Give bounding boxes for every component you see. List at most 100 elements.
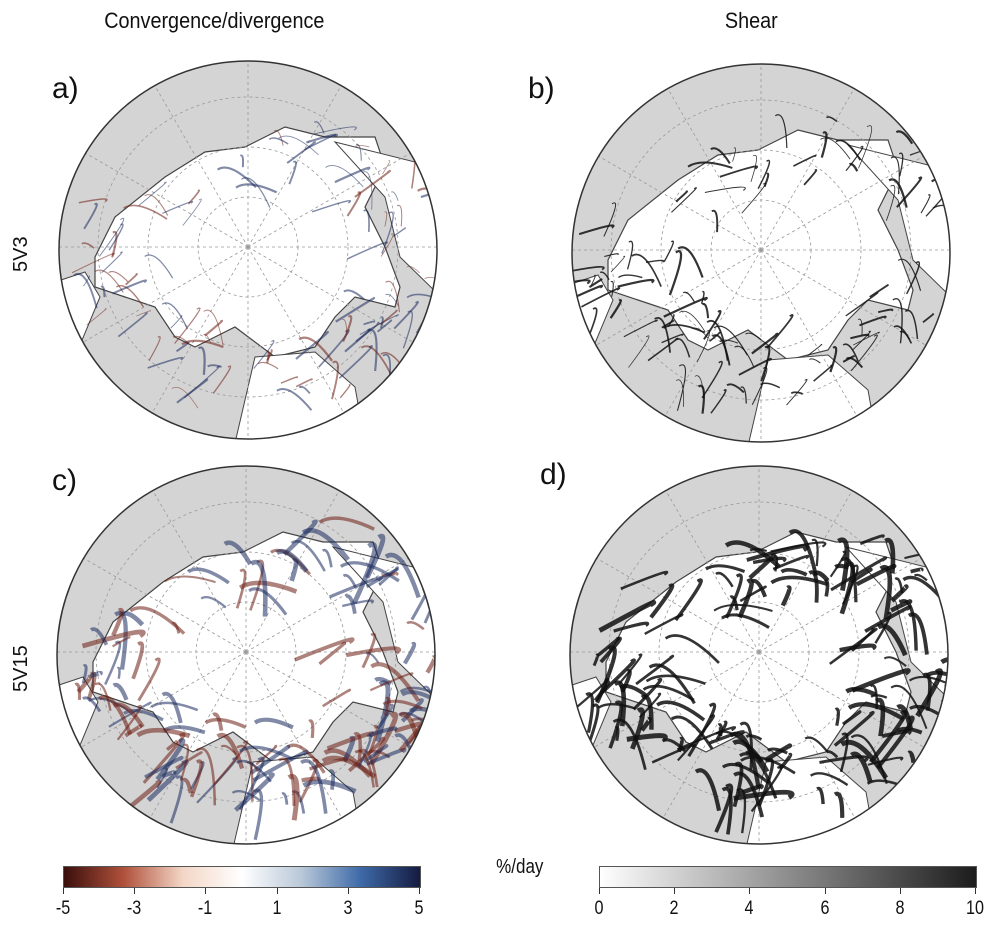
colorbar-tick-mark (749, 888, 751, 894)
shear-streak (572, 265, 605, 272)
deformation-streak (111, 230, 118, 258)
colorbar-tick-mark (975, 888, 976, 894)
deformation-streak (351, 542, 378, 605)
shear-streak (675, 190, 688, 203)
deformation-streak (339, 561, 400, 583)
deformation-streak (363, 744, 389, 764)
shear-streak (850, 333, 870, 340)
shear-streak (892, 298, 903, 344)
shear-streak (676, 726, 737, 751)
deformation-streak (385, 280, 400, 313)
deformation-streak (288, 160, 297, 185)
deformation-streak (276, 388, 313, 411)
shear-streak (933, 555, 948, 585)
shear-streak (850, 751, 873, 783)
deformation-streak (275, 548, 309, 573)
deformation-streak (253, 788, 264, 841)
colorbar-tick-label: 5 (414, 898, 424, 919)
deformation-streak (161, 691, 183, 724)
shear-streak (719, 339, 739, 344)
deformation-streak (376, 319, 393, 333)
shear-streak (767, 747, 788, 755)
shear-streak (857, 318, 863, 336)
deformation-streak (369, 672, 414, 692)
map-content (57, 466, 435, 844)
deformation-streak (138, 181, 167, 206)
panel-label-a: a) (52, 72, 79, 105)
map-boundary (56, 465, 436, 845)
shear-streak (663, 240, 674, 263)
shear-streak (608, 700, 623, 749)
shear-streak (740, 386, 747, 404)
shear-streak (585, 692, 595, 733)
shear-streak (610, 280, 614, 297)
shear-streak (701, 360, 723, 399)
deformation-streak (239, 745, 294, 761)
row-label-5v3: 5V3 (10, 236, 32, 272)
shear-streak (881, 729, 912, 739)
deformation-streak (112, 682, 129, 701)
deformation-streak (212, 712, 224, 731)
shear-streak (597, 703, 636, 710)
shear-streak (849, 162, 859, 172)
deformation-streak (301, 776, 320, 783)
shear-streak (851, 668, 911, 693)
map-boundary (571, 63, 951, 443)
shear-streak (739, 752, 778, 799)
deformation-streak (189, 759, 203, 798)
deformation-streak (161, 302, 189, 330)
deformation-streak (318, 516, 375, 531)
deformation-streak (146, 759, 189, 803)
shear-streak (668, 250, 683, 296)
deformation-streak (241, 177, 271, 208)
shear-streak (732, 147, 736, 162)
shear-streak (845, 356, 864, 369)
shear-streak (656, 700, 706, 722)
deformation-streak (238, 756, 265, 811)
map-boundary (58, 60, 438, 440)
deformation-streak (197, 346, 206, 375)
shear-streak (946, 586, 948, 606)
shear-streak (740, 755, 796, 775)
deformation-streak (298, 385, 311, 394)
deformation-streak (364, 533, 386, 579)
shear-streak (596, 636, 620, 657)
shear-streak (876, 623, 908, 657)
deformation-streak (116, 666, 121, 679)
deformation-streak (359, 314, 399, 335)
shear-streak (677, 246, 704, 278)
shear-streak (648, 663, 696, 705)
deformation-streak (252, 749, 309, 782)
deformation-streak (172, 335, 190, 344)
shear-streak (864, 605, 912, 633)
shear-streak (610, 255, 626, 273)
deformation-streak (81, 242, 95, 249)
shear-streak (913, 573, 928, 582)
shear-streak (858, 125, 873, 169)
shear-streak (726, 383, 745, 394)
deformation-streak (175, 751, 203, 770)
deformation-streak (236, 744, 254, 802)
deformation-streak (361, 171, 373, 210)
colorbar-tick-label: 0 (594, 898, 604, 919)
deformation-streak (300, 759, 328, 814)
deformation-streak (195, 747, 217, 806)
shear-streak (640, 694, 654, 730)
deformation-streak (433, 716, 435, 765)
deformation-streak (281, 792, 289, 805)
shear-streak (651, 743, 696, 764)
deformation-streak (81, 664, 88, 684)
shear-streak (736, 788, 747, 834)
shear-streak (907, 750, 916, 763)
deformation-streak (74, 682, 82, 700)
shear-streak (808, 570, 819, 603)
colorbar-tick-mark (599, 888, 600, 894)
deformation-streak (115, 285, 145, 308)
deformation-streak (295, 331, 329, 360)
deformation-streak (365, 567, 399, 589)
shear-streak (623, 319, 658, 338)
shear-streak (671, 187, 697, 213)
colorbar-divergence (63, 866, 421, 888)
shear-streak (714, 783, 734, 833)
deformation-streak (266, 350, 270, 364)
